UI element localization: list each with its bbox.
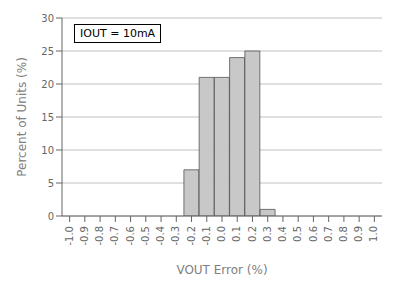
svg-text:-0.5: -0.5 (140, 226, 151, 246)
svg-text:20: 20 (41, 79, 54, 90)
svg-text:10: 10 (41, 145, 54, 156)
svg-text:0.1: 0.1 (231, 226, 242, 242)
svg-text:Percent of Units (%): Percent of Units (%) (15, 57, 29, 177)
svg-text:-0.9: -0.9 (79, 226, 90, 246)
svg-text:-0.3: -0.3 (170, 226, 181, 246)
svg-text:-1.0: -1.0 (64, 226, 75, 246)
svg-text:0.2: 0.2 (247, 226, 258, 242)
svg-text:-0.1: -0.1 (201, 226, 212, 246)
svg-text:-0.2: -0.2 (186, 226, 197, 246)
html-text:IOUT = 10mA: IOUT = 10mA (80, 27, 156, 40)
svg-text:0.6: 0.6 (308, 226, 319, 242)
svg-text:0: 0 (48, 211, 54, 222)
svg-text:0.7: 0.7 (323, 226, 334, 242)
svg-text:0.0: 0.0 (216, 226, 227, 242)
svg-text:25: 25 (41, 46, 54, 57)
svg-text:0.9: 0.9 (353, 226, 364, 242)
svg-text:VOUT Error (%): VOUT Error (%) (176, 263, 267, 277)
svg-text:1.0: 1.0 (368, 226, 379, 242)
svg-text:0.5: 0.5 (292, 226, 303, 242)
svg-text:0.8: 0.8 (338, 226, 349, 242)
svg-text:0.3: 0.3 (262, 226, 273, 242)
svg-text:30: 30 (41, 13, 54, 24)
svg-text:0.4: 0.4 (277, 226, 288, 242)
svg-text:-0.8: -0.8 (94, 226, 105, 246)
svg-text:-0.4: -0.4 (155, 226, 166, 246)
svg-text:15: 15 (41, 112, 54, 123)
svg-text:-0.6: -0.6 (125, 226, 136, 246)
svg-text:5: 5 (48, 178, 54, 189)
svg-text:-0.7: -0.7 (109, 226, 120, 246)
